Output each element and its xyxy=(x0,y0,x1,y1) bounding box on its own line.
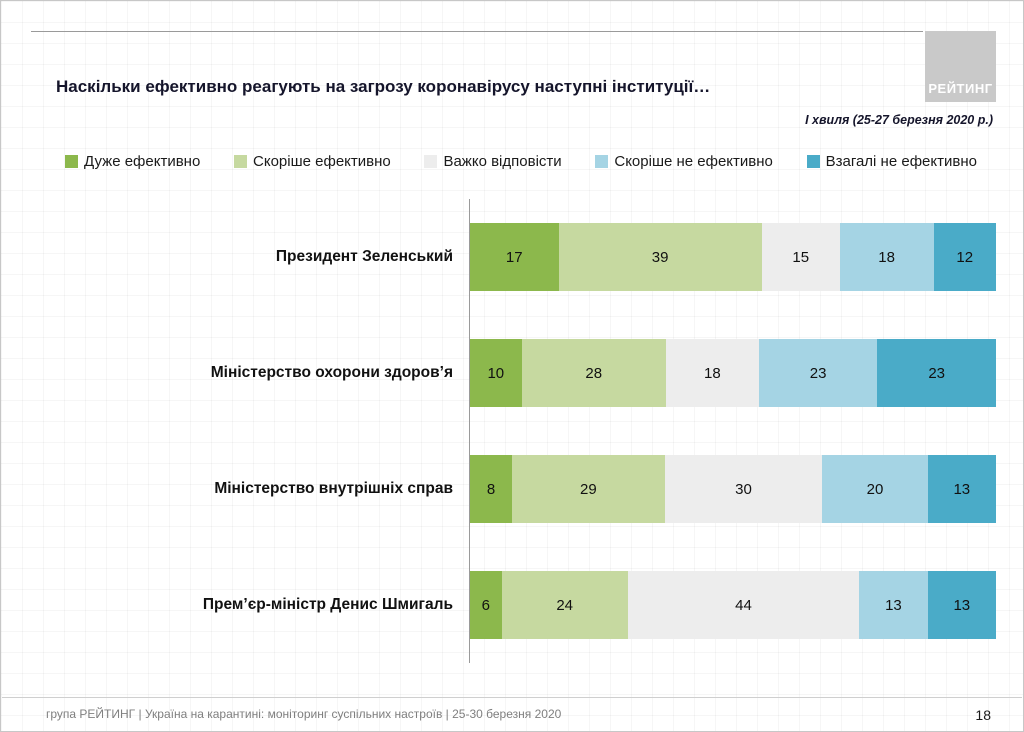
legend-label: Важко відповісти xyxy=(443,153,562,170)
bar-area: 10 28 18 23 23 xyxy=(469,315,996,431)
segment-value: 28 xyxy=(585,364,603,382)
legend-swatch-icon xyxy=(806,155,820,168)
legend-swatch-icon xyxy=(595,155,609,168)
segment-value: 23 xyxy=(809,364,827,382)
legend-swatch-icon xyxy=(234,155,248,168)
legend-swatch-icon xyxy=(65,155,78,168)
segment-value: 13 xyxy=(953,596,971,614)
segment-value: 8 xyxy=(486,480,496,498)
bar-segment: 23 xyxy=(758,339,878,407)
category-label: Міністерство охорони здоров’я xyxy=(210,364,453,381)
stacked-bar: 6 24 44 13 13 xyxy=(470,571,996,639)
bar-segment: 44 xyxy=(627,571,860,639)
legend-item: Взагалі не ефективно xyxy=(806,153,977,170)
chart-row: Міністерство внутрішніх справ 8 29 30 20 13 xyxy=(29,431,996,547)
bar-segment: 18 xyxy=(839,223,934,291)
legend: Дуже ефективно Скоріше ефективно Важко від… xyxy=(65,153,977,170)
segment-value: 20 xyxy=(866,480,884,498)
bar-segment: 13 xyxy=(927,571,996,639)
bar-segment: 28 xyxy=(521,339,666,407)
segment-value: 18 xyxy=(704,364,721,382)
chart-row: Прем’єр-міністр Денис Шмигаль 6 24 44 13 13 xyxy=(29,547,996,663)
bar-segment: 10 xyxy=(470,339,522,407)
segment-value: 18 xyxy=(878,248,895,266)
legend-label: Взагалі не ефективно xyxy=(825,153,977,170)
category-label: Прем’єр-міністр Денис Шмигаль xyxy=(202,596,453,613)
bar-segment: 8 xyxy=(470,455,513,523)
chart-rows: Президент Зеленський 17 39 15 18 12 Міністерст… xyxy=(29,199,997,663)
stacked-bar: 10 28 18 23 23 xyxy=(470,339,996,407)
page-number: 18 xyxy=(975,707,991,723)
segment-value: 24 xyxy=(556,596,574,614)
wave-subtitle: І хвиля (25-27 березня 2020 р.) xyxy=(805,113,993,127)
footer-source: група РЕЙТИНГ | Україна на карантині: мо… xyxy=(46,707,562,721)
category-label: Міністерство внутрішніх справ xyxy=(214,480,453,497)
segment-value: 12 xyxy=(956,248,974,266)
bar-segment: 18 xyxy=(665,339,759,407)
rating-group-logo: РЕЙТИНГ xyxy=(925,31,996,102)
segment-value: 39 xyxy=(651,248,669,266)
logo-text: РЕЙТИНГ xyxy=(928,81,993,96)
bar-area: 6 24 44 13 13 xyxy=(469,547,996,663)
segment-value: 17 xyxy=(505,248,523,266)
bar-segment: 39 xyxy=(558,223,762,291)
page-title: Наскільки ефективно реагують на загрозу … xyxy=(56,77,711,96)
legend-label: Дуже ефективно xyxy=(84,153,201,170)
legend-label: Скоріше не ефективно xyxy=(614,153,773,170)
category-label: Президент Зеленський xyxy=(275,248,453,265)
bar-segment: 17 xyxy=(470,223,559,291)
chart-row: Міністерство охорони здоров’я 10 28 18 23 23 xyxy=(29,315,996,431)
header-rule xyxy=(31,31,923,32)
segment-value: 13 xyxy=(953,480,971,498)
bar-area: 17 39 15 18 12 xyxy=(469,199,997,315)
segment-value: 15 xyxy=(792,248,810,266)
bar-segment: 6 xyxy=(470,571,502,639)
bar-segment: 30 xyxy=(664,455,823,523)
bar-segment: 13 xyxy=(927,455,996,523)
footer-divider xyxy=(2,697,1022,698)
bar-segment: 15 xyxy=(761,223,840,291)
legend-item: Важко відповісти xyxy=(424,153,562,170)
stacked-bar: 17 39 15 18 12 xyxy=(470,223,997,291)
legend-label: Скоріше ефективно xyxy=(253,153,391,170)
bar-segment: 13 xyxy=(859,571,928,639)
legend-item: Дуже ефективно xyxy=(65,153,200,170)
legend-item: Скоріше не ефективно xyxy=(595,153,773,170)
segment-value: 30 xyxy=(735,480,752,498)
chart-row: Президент Зеленський 17 39 15 18 12 xyxy=(29,199,997,315)
bar-area: 8 29 30 20 13 xyxy=(469,431,996,547)
legend-item: Скоріше ефективно xyxy=(234,153,391,170)
segment-value: 10 xyxy=(487,364,505,382)
bar-segment: 24 xyxy=(501,571,628,639)
segment-value: 6 xyxy=(481,596,490,614)
segment-value: 23 xyxy=(928,364,946,382)
stacked-bar: 8 29 30 20 13 xyxy=(470,455,996,523)
bar-segment: 12 xyxy=(933,223,997,291)
legend-swatch-icon xyxy=(424,155,438,168)
segment-value: 44 xyxy=(735,596,752,614)
bar-segment: 20 xyxy=(822,455,928,523)
bar-segment: 29 xyxy=(512,455,665,523)
segment-value: 29 xyxy=(580,480,597,498)
segment-value: 13 xyxy=(885,596,902,614)
bar-segment: 23 xyxy=(877,339,996,407)
